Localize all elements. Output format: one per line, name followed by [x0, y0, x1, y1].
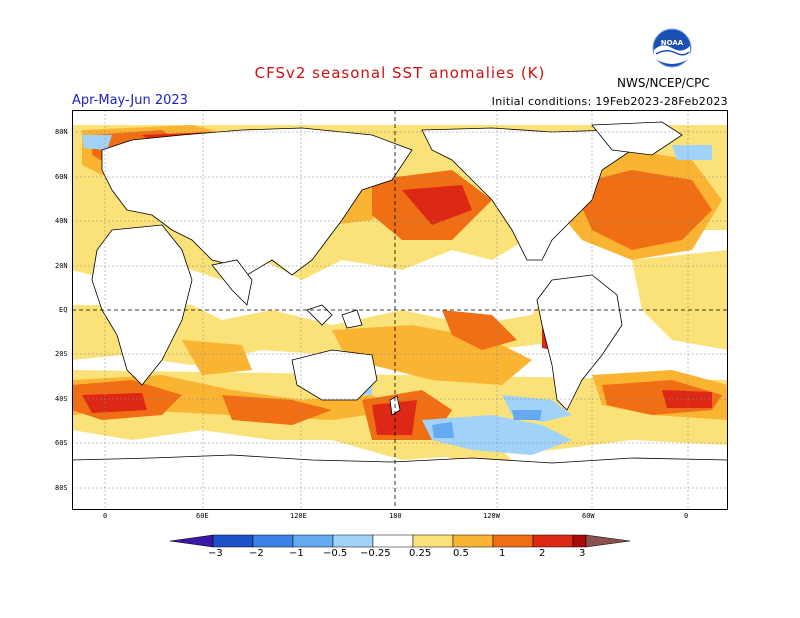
colorbar-swatch: [412, 534, 454, 548]
lat-label: 60N: [55, 173, 68, 181]
lon-label: 120W: [483, 512, 500, 520]
colorbar-label: −2: [249, 548, 264, 559]
colorbar-label: −0.5: [323, 548, 348, 559]
noaa-logo-icon: NOAA: [652, 28, 692, 68]
colorbar-swatch: [212, 534, 254, 548]
colorbar-swatch: [252, 534, 294, 548]
lon-label: 0: [103, 512, 108, 520]
sst-anomaly-map: [72, 110, 728, 510]
colorbar-label: 0.5: [453, 548, 469, 559]
colorbar-label: −3: [208, 548, 223, 559]
anomaly-negative-moderate: [432, 410, 542, 438]
colorbar-swatch: [332, 534, 374, 548]
map-reference-lines: [72, 110, 728, 510]
colorbar-arrow-high: [585, 534, 630, 548]
colorbar-swatch: [372, 534, 414, 548]
colorbar-label: 3: [579, 548, 586, 559]
colorbar-label: 1: [499, 548, 506, 559]
lat-label: 80N: [55, 128, 68, 136]
lat-label: 80S: [55, 484, 68, 492]
lat-label: 60S: [55, 439, 68, 447]
lat-label: 40S: [55, 395, 68, 403]
colorbar-label: 2: [539, 548, 546, 559]
lon-label: 120E: [290, 512, 307, 520]
colorbar-swatch: [292, 534, 334, 548]
colorbar-swatch: [532, 534, 574, 548]
lat-label: 40N: [55, 217, 68, 225]
lon-label: 0: [684, 512, 689, 520]
colorbar-label: −1: [289, 548, 304, 559]
lon-label: 60W: [582, 512, 595, 520]
lon-label: 60E: [196, 512, 209, 520]
land-masses: [72, 121, 728, 510]
colorbar-swatch: [492, 534, 534, 548]
color-bar: [170, 534, 630, 548]
noaa-logo-text: NOAA: [661, 39, 684, 47]
lat-label: 20S: [55, 350, 68, 358]
lat-label: EQ: [59, 306, 68, 314]
colorbar-arrow-low: [170, 534, 214, 548]
chart-title: CFSv2 seasonal SST anomalies (K): [254, 64, 546, 82]
colorbar-label: 0.25: [409, 548, 432, 559]
agency-label: NWS/NCEP/CPC: [617, 76, 710, 90]
colorbar-swatch: [452, 534, 494, 548]
colorbar-label: −0.25: [360, 548, 391, 559]
lat-label: 20N: [55, 262, 68, 270]
season-label: Apr-May-Jun 2023: [72, 93, 188, 108]
initial-conditions-label: Initial conditions: 19Feb2023-28Feb2023: [491, 95, 728, 108]
map-frame: [72, 110, 728, 510]
lon-label: 180: [389, 512, 402, 520]
colorbar-swatch: [572, 534, 587, 548]
